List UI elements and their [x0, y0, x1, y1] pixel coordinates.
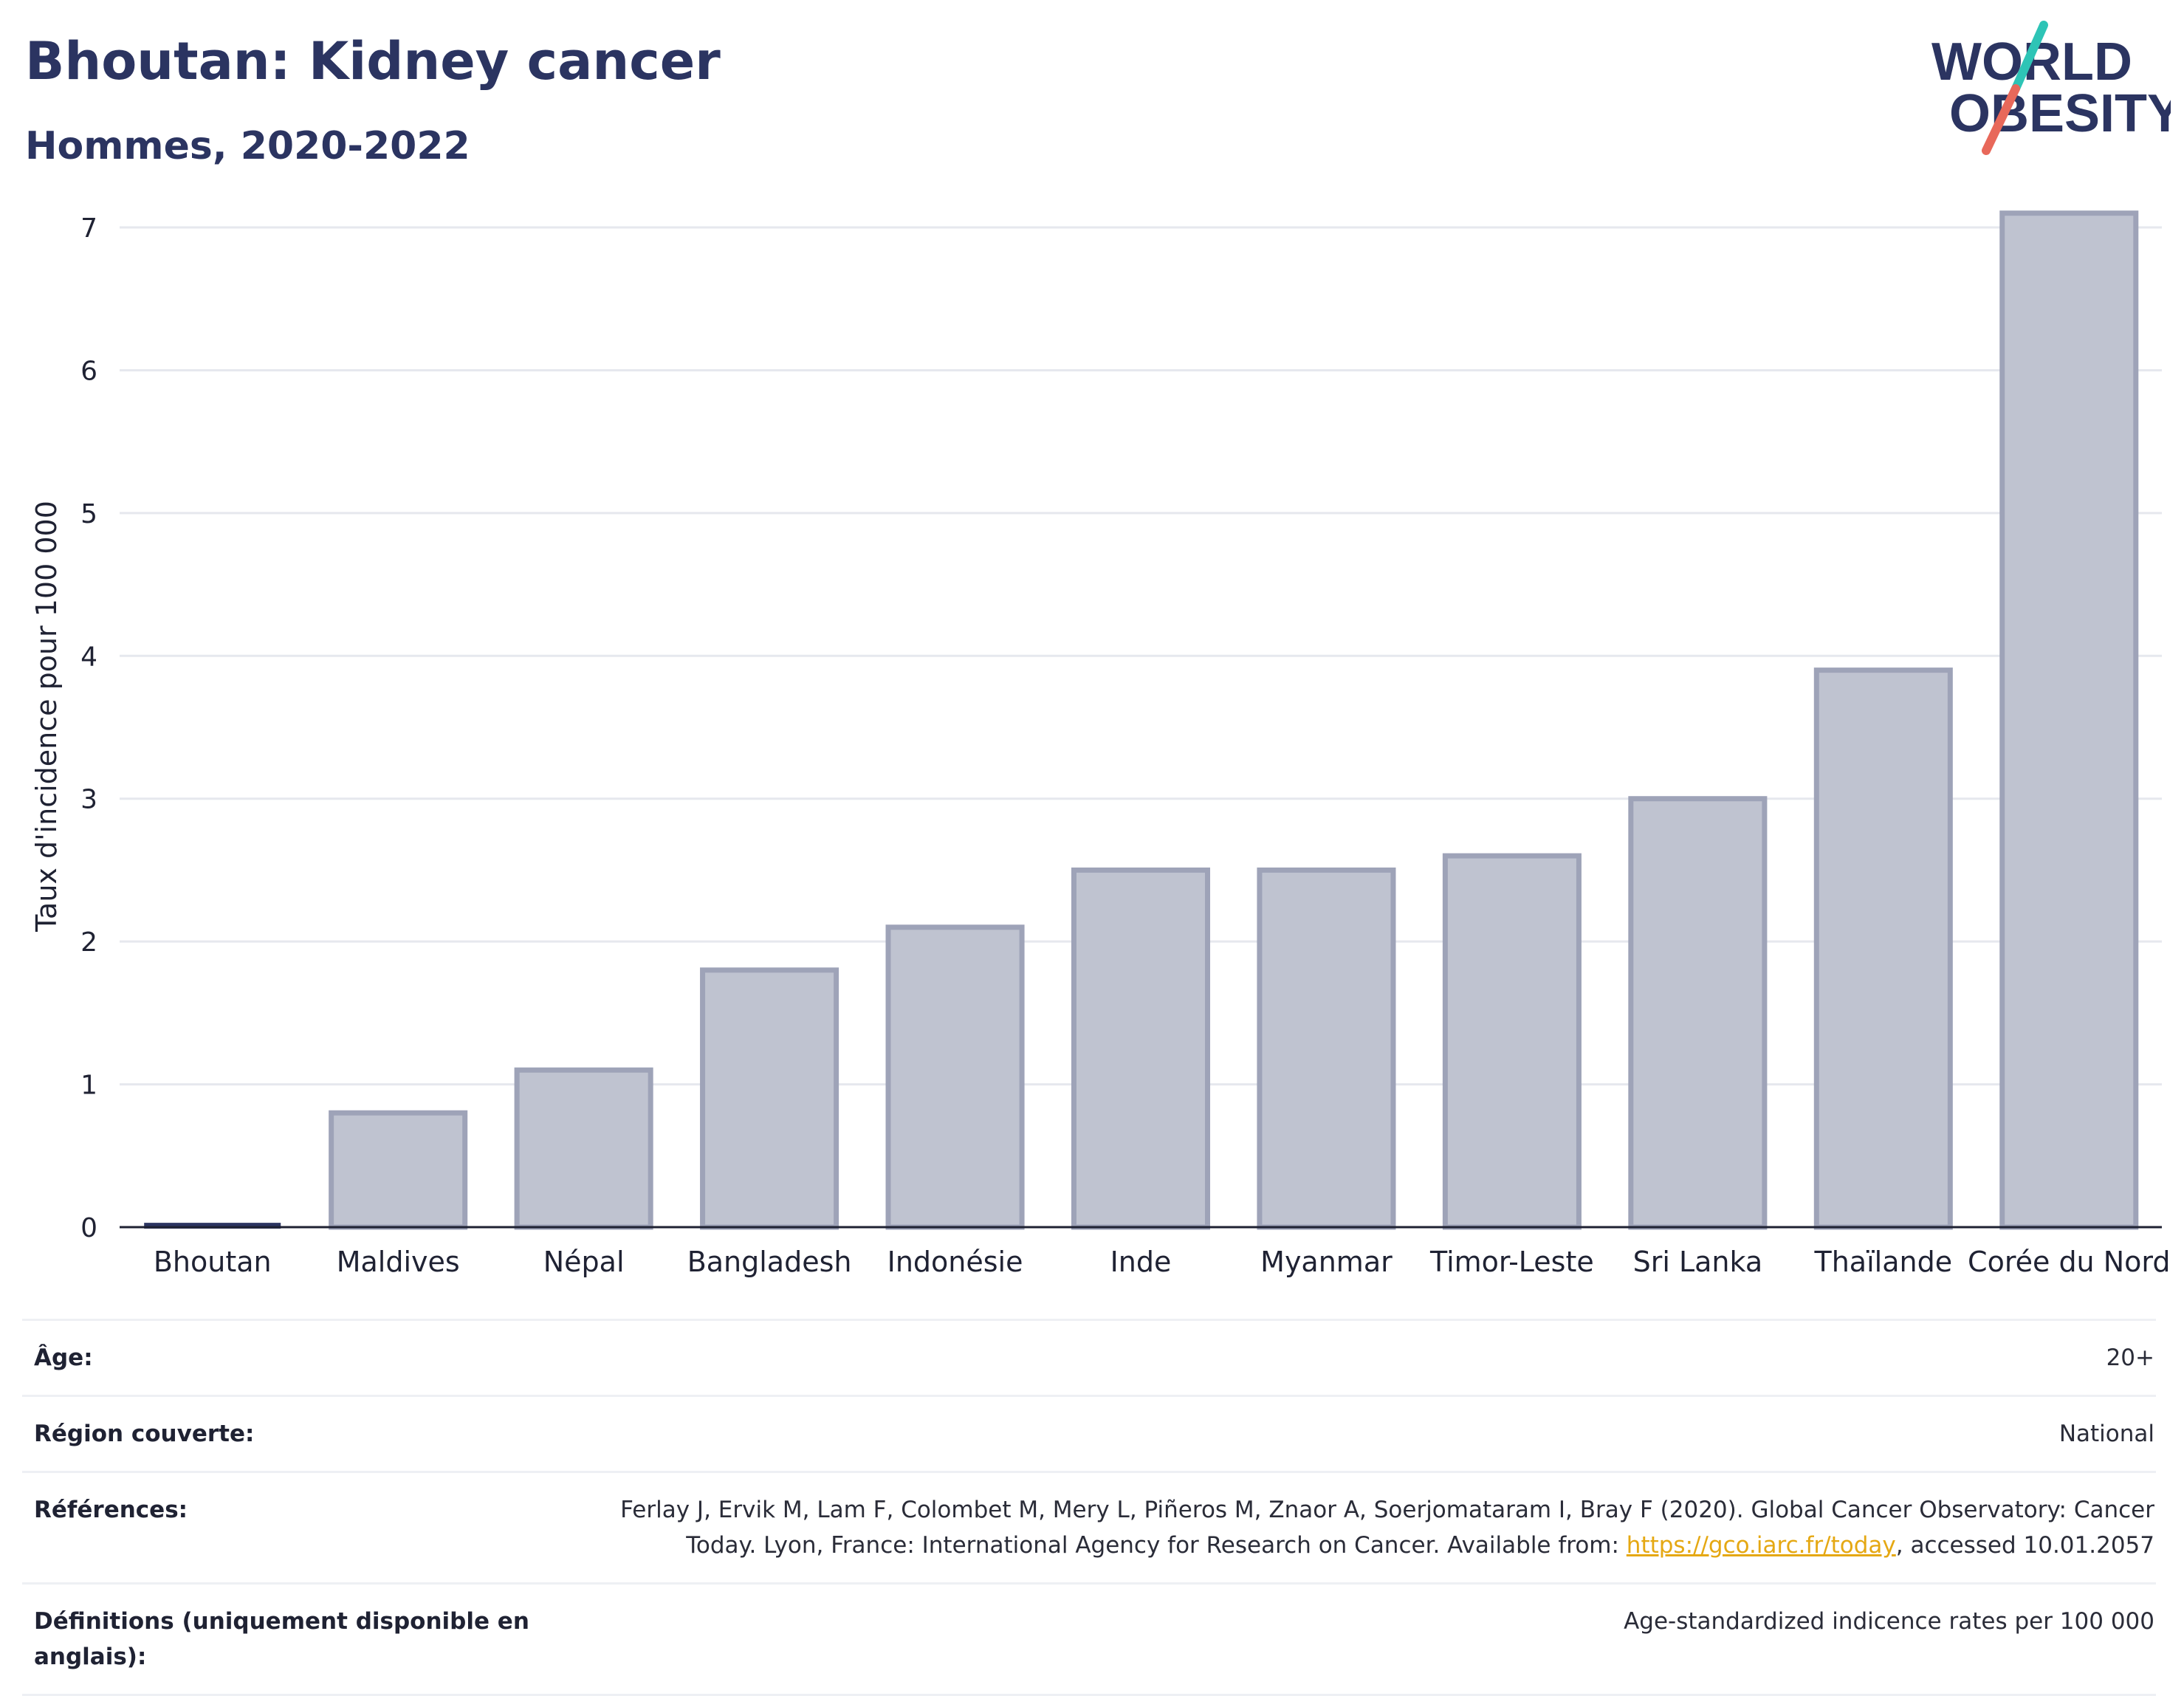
- x-tick-label: Bangladesh: [687, 1246, 852, 1277]
- chart-title: Bhoutan: Kidney cancer: [25, 31, 721, 92]
- y-tick-label: 2: [80, 927, 97, 958]
- x-tick-label: Inde: [1110, 1246, 1172, 1277]
- meta-row-region: Région couverte: National: [22, 1395, 2156, 1471]
- bar-sri-lanka[interactable]: [1628, 796, 1768, 1230]
- bar-bangladesh[interactable]: [700, 967, 839, 1230]
- bar-indon-sie[interactable]: [885, 924, 1025, 1230]
- x-tick-label: Myanmar: [1260, 1246, 1393, 1277]
- logo-slash-coral: [1982, 84, 2020, 155]
- meta-key: Région couverte:: [34, 1421, 255, 1447]
- meta-row-age: Âge: 20+: [22, 1319, 2156, 1395]
- y-tick-label: 5: [80, 499, 97, 529]
- world-obesity-logo: WORLD OBESITY: [1931, 21, 2171, 155]
- bar-inde[interactable]: [1071, 867, 1211, 1230]
- reference-link[interactable]: https://gco.iarc.fr/today: [1626, 1532, 1896, 1559]
- meta-value: Ferlay J, Ervik M, Lam F, Colombet M, Me…: [545, 1492, 2154, 1563]
- x-tick-label: Bhoutan: [154, 1246, 272, 1277]
- logo-slash-teal: [2011, 21, 2048, 93]
- y-tick-label: 6: [80, 356, 97, 386]
- bar-chart: 0 1 2 3 4 5 6 7 Bhoutan Maldives Népal Bangladesh In…: [30, 210, 2170, 1277]
- bar-n-pal[interactable]: [514, 1067, 653, 1230]
- x-tick-label: Timor-Leste: [1429, 1246, 1594, 1277]
- y-tick-label: 3: [80, 785, 97, 815]
- metadata-table: Âge: 20+ Région couverte: National Référ…: [22, 1319, 2156, 1696]
- meta-value: 20+: [2106, 1345, 2154, 1371]
- x-tick-label: Indonésie: [887, 1246, 1023, 1277]
- y-tick-label: 7: [80, 213, 97, 244]
- chart-subtitle: Hommes, 2020-2022: [25, 124, 470, 168]
- meta-value: Age-standardized indicence rates per 100…: [1624, 1608, 2154, 1635]
- y-tick-label: 1: [80, 1071, 97, 1101]
- x-tick-label: Maldives: [337, 1246, 460, 1277]
- axes: 0 1 2 3 4 5 6 7 Bhoutan Maldives Népal Bangladesh In…: [80, 213, 2170, 1277]
- x-tick-label: Sri Lanka: [1633, 1246, 1763, 1277]
- y-tick-label: 0: [80, 1213, 97, 1243]
- meta-row-definitions: Définitions (uniquement disponible en an…: [22, 1582, 2156, 1696]
- x-tick-label: Népal: [543, 1246, 625, 1277]
- reference-text: Ferlay J, Ervik M, Lam F, Colombet M, Me…: [620, 1497, 2154, 1559]
- meta-key: Âge:: [34, 1345, 93, 1371]
- bars: [144, 210, 2139, 1230]
- x-tick-label: Corée du Nord: [1968, 1246, 2170, 1277]
- reference-accessed: , accessed 10.01.2057: [1895, 1532, 2154, 1559]
- meta-row-references: Références: Ferlay J, Ervik M, Lam F, Co…: [22, 1471, 2156, 1582]
- logo-line-2: OBESITY: [1949, 84, 2171, 143]
- bar-timor-leste[interactable]: [1442, 853, 1582, 1230]
- bar-myanmar[interactable]: [1257, 867, 1396, 1230]
- bar-tha-lande[interactable]: [1813, 667, 1953, 1230]
- bar-maldives[interactable]: [329, 1110, 468, 1230]
- meta-key: Définitions (uniquement disponible en an…: [34, 1608, 529, 1670]
- y-tick-label: 4: [80, 642, 97, 672]
- x-tick-label: Thaïlande: [1814, 1246, 1953, 1277]
- meta-key: Références:: [34, 1497, 188, 1523]
- bar-cor-e-du-nord[interactable]: [1999, 210, 2139, 1230]
- meta-value: National: [2058, 1421, 2154, 1447]
- y-axis-label: Taux d'incidence pour 100 000: [30, 501, 63, 933]
